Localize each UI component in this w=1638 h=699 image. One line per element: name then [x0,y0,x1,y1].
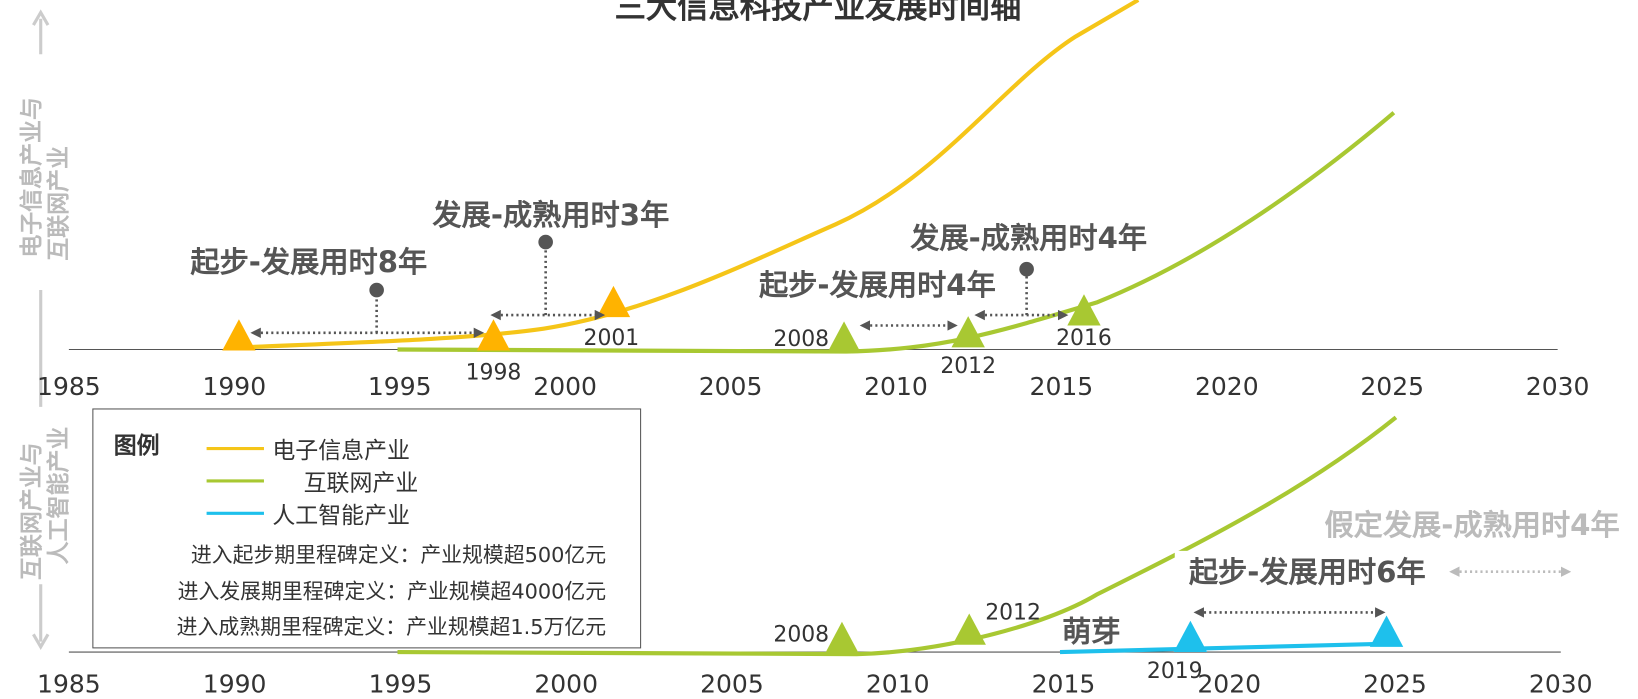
tick-label: 2005 [699,372,763,401]
tick-label: 2010 [866,669,930,698]
tick-label: 2030 [1526,372,1590,401]
side-label: 人工智能产业 [45,427,72,565]
annotation: 发展-成熟用时4年 [910,221,1147,255]
milestone-label: 2008 [773,327,829,352]
tick-label: 2005 [700,669,764,698]
title: 三大信息科技产业发展时间轴 [615,0,1022,25]
side-label: 互联网产业与 [18,442,45,580]
side-label: 电子信息产业与 [18,97,45,258]
legend-title: 图例 [114,433,160,459]
label-bg [747,266,1008,308]
legend-definition: 进入成熟期里程碑定义：产业规模超1.5万亿元 [177,615,607,639]
milestone-label: 2012 [985,600,1041,625]
tick-label: 2020 [1195,372,1259,401]
legend-label: 互联网产业 [304,471,419,497]
annotation: 萌芽 [1062,614,1120,648]
curve-internet [397,111,1396,354]
tick-label: 1985 [37,372,101,401]
tick-label: 2015 [1030,372,1094,401]
span-arrows [250,234,1572,618]
milestone-label: 1998 [466,360,522,385]
milestone-label: 2012 [940,354,996,379]
tick-label: 1990 [202,372,266,401]
side-decor [32,9,50,650]
milestones [222,285,1404,654]
milestone-label: 2019 [1147,659,1203,684]
label-bg [1174,550,1441,597]
tick-label: 2000 [534,669,598,698]
legend-label: 电子信息产业 [272,438,410,464]
tick-label: 2025 [1363,669,1427,698]
milestone-label: 2016 [1056,326,1112,351]
milestone-label: 2008 [773,622,829,647]
tick-label: 2010 [864,372,928,401]
curve-ai [1059,641,1389,655]
tick-label: 2015 [1032,669,1096,698]
legend-label: 人工智能产业 [272,503,410,529]
annotation: 假定发展-成熟用时4年 [1324,508,1619,542]
annotation: 起步-发展用时8年 [190,245,427,279]
tick-label: 2000 [533,372,597,401]
legend-definition: 进入发展期里程碑定义：产业规模超4000亿元 [178,580,607,604]
annotation: 发展-成熟用时3年 [432,198,669,232]
tick-label: 1995 [369,669,433,698]
annotation: 起步-发展用时6年 [1189,555,1426,589]
curve-internet [397,415,1398,657]
legend-definition: 进入起步期里程碑定义：产业规模超500亿元 [191,543,606,567]
annotation: 起步-发展用时4年 [759,268,996,302]
tick-label: 2025 [1360,372,1424,401]
tick-label: 1990 [203,669,267,698]
tick-label: 1995 [368,372,432,401]
tick-label: 2030 [1529,669,1593,698]
side-label: 互联网产业 [45,146,72,261]
tick-label: 2020 [1197,669,1261,698]
milestone-label: 2001 [584,326,640,351]
tick-label: 1985 [37,669,101,698]
curve-electronics [240,0,1140,350]
